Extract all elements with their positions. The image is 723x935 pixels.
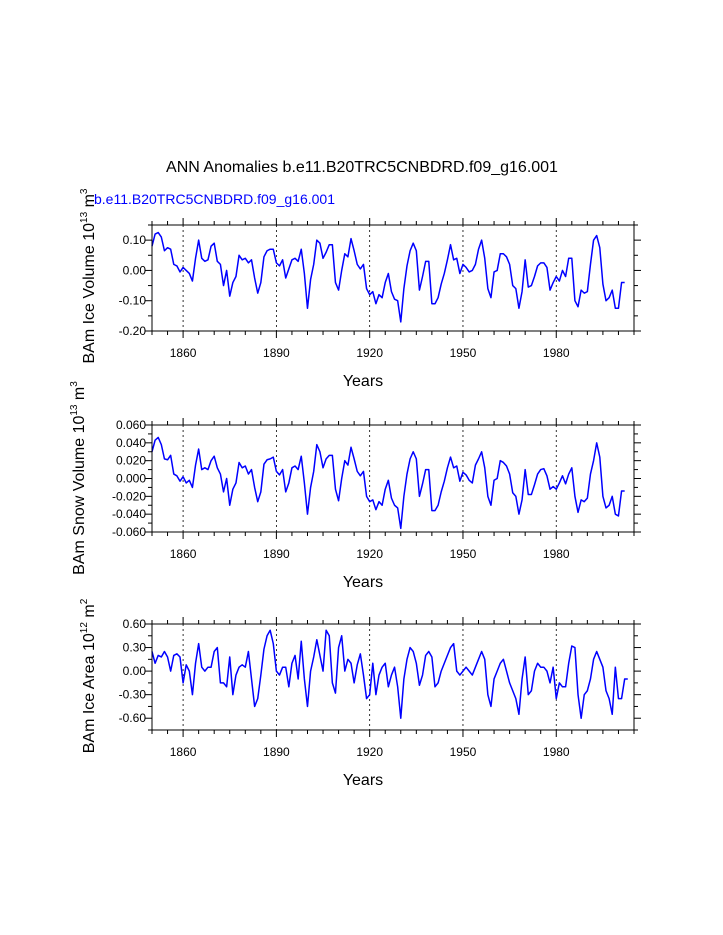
- x-tick-label: 1980: [543, 547, 570, 561]
- x-tick-label: 1920: [356, 346, 383, 360]
- x-tick-label: 1920: [356, 745, 383, 759]
- x-tick-label: 1950: [450, 547, 477, 561]
- y-axis-label-part: m: [81, 194, 98, 212]
- series-line: [151, 231, 625, 323]
- y-axis-label-part: m: [71, 387, 88, 405]
- x-tick-label: 1860: [170, 346, 197, 360]
- x-tick-label: 1860: [170, 547, 197, 561]
- y-axis-label-part: m: [81, 604, 98, 622]
- chart-subtitle: b.e11.B20TRC5CNBDRD.f09_g16.001: [94, 191, 335, 207]
- y-tick-label: -0.20: [119, 324, 147, 338]
- x-tick-label: 1890: [263, 745, 290, 759]
- y-axis-label-superscript: 13: [79, 211, 90, 223]
- y-tick-label: -0.020: [112, 489, 146, 503]
- y-axis-label-superscript: 13: [69, 404, 80, 416]
- x-tick-label: 1920: [356, 547, 383, 561]
- y-tick-label: 0.040: [116, 436, 146, 450]
- panel-1: 1860 1890 1920 1950 1980 -0.20 -0.10 0.00 0.10 Ye…: [79, 188, 641, 390]
- y-axis-label-superscript: 3: [79, 188, 90, 194]
- y-axis-label: BAm Ice Area 1012 m2: [79, 598, 98, 753]
- y-axis-label: BAm Ice Volume 1013 m3: [79, 188, 98, 363]
- x-tick-label: 1890: [263, 346, 290, 360]
- x-axis-label: Years: [343, 772, 383, 789]
- x-tick-label: 1980: [543, 346, 570, 360]
- y-axis-label-superscript: 3: [69, 381, 80, 387]
- x-tick-label: 1860: [170, 745, 197, 759]
- y-axis-label-part: BAm Ice Volume 10: [81, 223, 98, 364]
- y-tick-label: 0.020: [116, 454, 146, 468]
- y-tick-label: -0.060: [112, 525, 146, 539]
- y-tick-label: 0.060: [116, 418, 146, 432]
- x-tick-label: 1950: [450, 346, 477, 360]
- y-axis-label-part: BAm Ice Area 10: [81, 633, 98, 753]
- panel-3: 1860 1890 1920 1950 1980 -0.60 -0.30 0.00 0.30 0.…: [79, 598, 641, 789]
- y-tick-label: 0.60: [123, 617, 147, 631]
- y-tick-label: 0.10: [123, 233, 147, 247]
- x-axis-label: Years: [343, 574, 383, 591]
- y-tick-label: -0.10: [119, 294, 147, 308]
- x-tick-label: 1980: [543, 745, 570, 759]
- y-axis-label-superscript: 2: [79, 598, 90, 604]
- y-axis-label: BAm Snow Volume 1013 m3: [69, 381, 88, 575]
- x-tick-label: 1890: [263, 547, 290, 561]
- plot-frame: [151, 623, 635, 731]
- series-line: [151, 629, 628, 719]
- chart-title: ANN Anomalies b.e11.B20TRC5CNBDRD.f09_g1…: [166, 159, 558, 176]
- y-axis-label-superscript: 12: [79, 622, 90, 634]
- panels: 1860 1890 1920 1950 1980 -0.20 -0.10 0.00 0.10 Ye…: [69, 188, 641, 789]
- x-tick-label: 1950: [450, 745, 477, 759]
- panel-2: 1860 1890 1920 1950 1980 -0.060 -0.040 -0.020 0.…: [69, 381, 641, 591]
- y-tick-label: -0.30: [119, 688, 147, 702]
- y-tick-label: -0.60: [119, 711, 147, 725]
- plot-frame: [151, 224, 635, 332]
- y-tick-label: 0.000: [116, 472, 146, 486]
- x-axis-label: Years: [343, 373, 383, 390]
- y-axis-label-part: BAm Snow Volume 10: [71, 416, 88, 575]
- y-tick-label: 0.30: [123, 641, 147, 655]
- y-tick-label: -0.040: [112, 507, 146, 521]
- series-line: [151, 436, 625, 530]
- y-tick-label: 0.00: [123, 664, 147, 678]
- y-tick-label: 0.00: [123, 263, 147, 277]
